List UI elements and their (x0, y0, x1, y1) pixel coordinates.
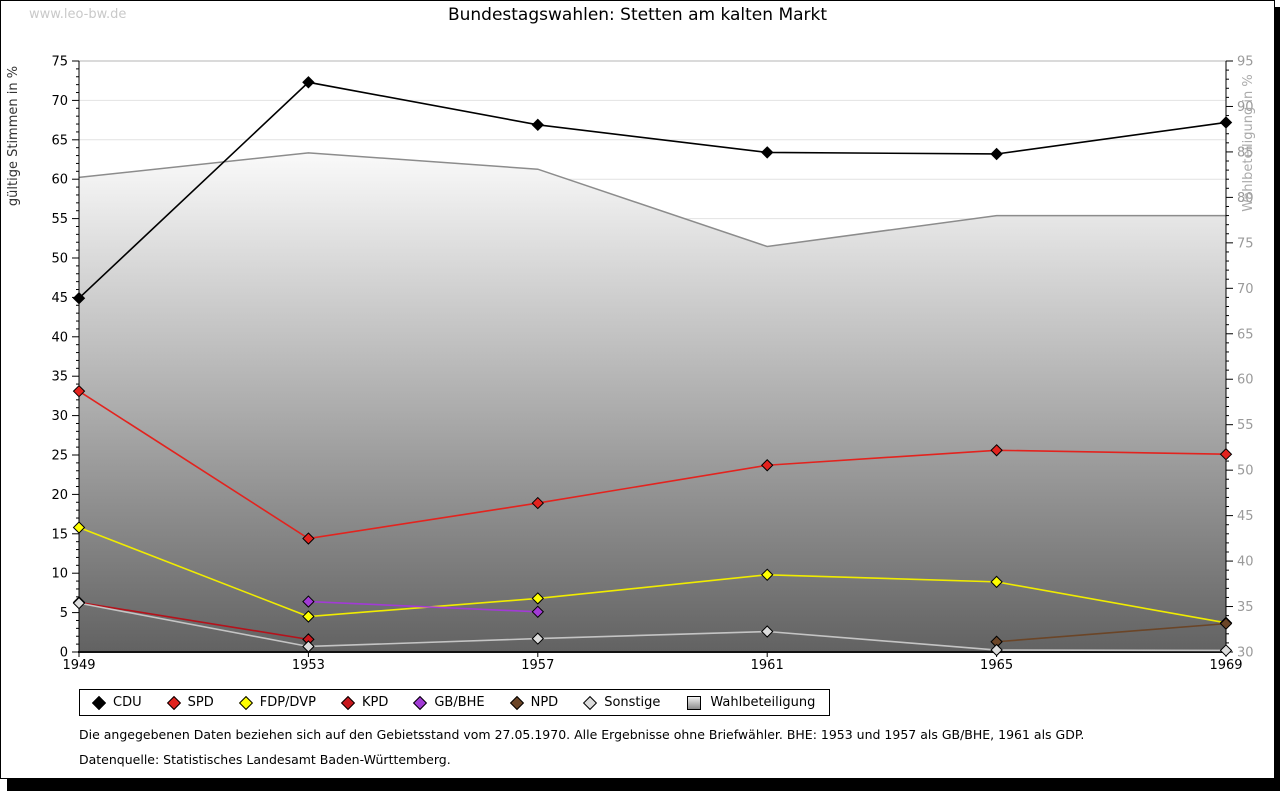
legend-label: Sonstige (604, 695, 661, 710)
svg-text:75: 75 (51, 55, 68, 70)
legend-label: Wahlbeteiligung (710, 695, 816, 710)
series-spd (72, 384, 1233, 545)
left-axis-title: gültige Stimmen in % (6, 66, 21, 206)
svg-text:65: 65 (1237, 327, 1254, 342)
svg-text:0: 0 (60, 646, 68, 661)
legend-marker-diamond (238, 695, 253, 710)
svg-text:80: 80 (1237, 191, 1254, 206)
legend-item-spd: SPD (166, 695, 214, 710)
right-axis-title: Wahlbeteiligung in % (1241, 74, 1256, 211)
svg-text:55: 55 (1237, 418, 1254, 433)
svg-text:95: 95 (1237, 55, 1254, 70)
legend-marker-diamond (340, 695, 356, 710)
legend-label: KPD (361, 695, 389, 710)
legend-label: CDU (113, 695, 142, 710)
legend-label: NPD (530, 695, 559, 710)
legend-marker-square (687, 695, 702, 710)
legend-item-cdu: CDU (91, 695, 142, 710)
legend-item-sonstige: Sonstige (583, 695, 661, 710)
svg-text:60: 60 (51, 173, 68, 188)
svg-text:25: 25 (51, 449, 68, 464)
svg-text:1953: 1953 (292, 658, 325, 673)
axes (78, 61, 1227, 653)
legend-item-wahlbeteiligung: Wahlbeteiligung (687, 695, 815, 710)
chart-title: Bundestagswahlen: Stetten am kalten Mark… (447, 5, 828, 25)
series-sonstige (72, 596, 1233, 657)
svg-text:55: 55 (51, 212, 68, 227)
legend-marker-diamond (583, 695, 598, 710)
svg-text:70: 70 (51, 94, 68, 109)
legend-marker-diamond (413, 695, 428, 710)
svg-text:50: 50 (1237, 464, 1254, 479)
series-cdu (72, 76, 1233, 305)
series-wahlbeteiligung-area (78, 152, 1226, 652)
svg-text:75: 75 (1237, 236, 1254, 251)
svg-text:70: 70 (1237, 282, 1254, 297)
axis-ticks: 0 5 10 15 20 25 30 35 40 45 50 55 60 65 70 75 30 35 40 45 50… (51, 55, 1253, 674)
legend-item-gb-bhe: GB/BHE (413, 695, 485, 710)
svg-text:1965: 1965 (980, 658, 1013, 673)
legend-marker-diamond (91, 695, 107, 710)
footnote-datenquelle: Datenquelle: Statistisches Landesamt Bad… (79, 752, 451, 767)
watermark: www.leo-bw.de (29, 7, 127, 22)
svg-text:10: 10 (51, 567, 68, 582)
svg-text:60: 60 (1237, 373, 1254, 388)
svg-text:45: 45 (1237, 509, 1254, 524)
svg-text:15: 15 (51, 527, 68, 542)
svg-text:35: 35 (51, 370, 68, 385)
legend-item-kpd: KPD (340, 695, 389, 710)
svg-text:50: 50 (51, 252, 68, 267)
svg-text:35: 35 (1237, 600, 1254, 615)
series-npd (990, 617, 1233, 648)
legend-label: GB/BHE (434, 695, 485, 710)
svg-text:40: 40 (1237, 555, 1254, 570)
svg-text:20: 20 (51, 488, 68, 503)
series-gb-bhe (302, 595, 545, 619)
svg-text:5: 5 (60, 606, 68, 621)
series-fdp-dvp (72, 521, 1233, 630)
legend-marker-diamond (166, 695, 181, 710)
footnote-gebietsstand: Die angegebenen Daten beziehen sich auf … (79, 727, 1085, 742)
svg-text:65: 65 (51, 133, 68, 148)
svg-text:1949: 1949 (62, 658, 95, 673)
svg-text:90: 90 (1237, 100, 1254, 115)
page-shadow-right (1275, 7, 1280, 791)
election-chart: 0 5 10 15 20 25 30 35 40 45 50 55 60 65 70 75 30 35 40 45 50… (6, 55, 1256, 674)
legend-label: SPD (187, 695, 214, 710)
svg-text:1969: 1969 (1209, 658, 1242, 673)
legend-item-npd: NPD (509, 695, 559, 710)
svg-text:1957: 1957 (521, 658, 554, 673)
svg-text:45: 45 (51, 291, 68, 306)
page-shadow-bottom (7, 779, 1280, 791)
chart-legend: CDU SPD FDP/DVP KPD GB/BHE NPD Sonstige Wahlbet… (79, 689, 831, 716)
svg-text:85: 85 (1237, 145, 1254, 160)
legend-label: FDP/DVP (259, 695, 316, 710)
svg-text:30: 30 (1237, 646, 1254, 661)
svg-text:1961: 1961 (751, 658, 784, 673)
legend-item-fdp-dvp: FDP/DVP (238, 695, 316, 710)
legend-marker-diamond (509, 695, 524, 710)
svg-text:40: 40 (51, 330, 68, 345)
svg-text:30: 30 (51, 409, 68, 424)
